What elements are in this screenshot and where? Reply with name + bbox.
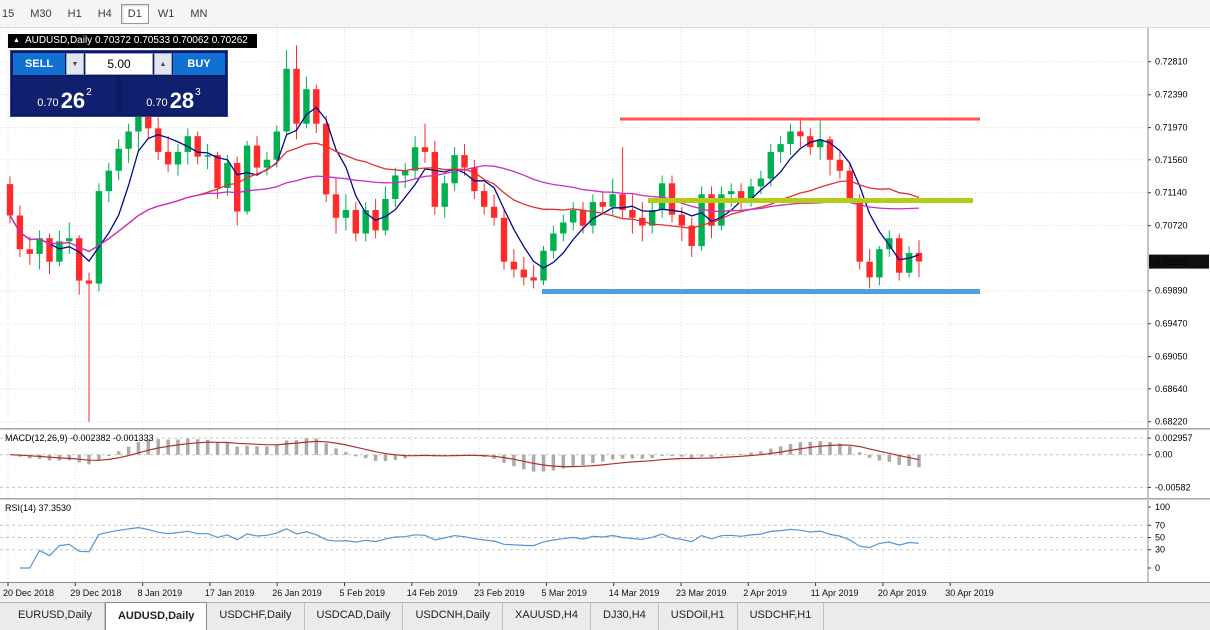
- lot-decrease-button[interactable]: ▼: [66, 53, 84, 75]
- lot-increase-button[interactable]: ▲: [154, 53, 172, 75]
- buy-price-prefix: 0.70: [146, 97, 168, 109]
- chart-tab-xauusd-h4[interactable]: XAUUSD,H4: [503, 603, 591, 630]
- macd-panel-canvas[interactable]: 0.002957 0.00 -0.00582: [0, 430, 1210, 498]
- time-axis-strip: [0, 583, 1210, 602]
- svg-text:8 Jan 2019: 8 Jan 2019: [138, 588, 183, 598]
- timeframe-button-m30[interactable]: M30: [30, 7, 52, 20]
- svg-text:0.72810: 0.72810: [1155, 57, 1188, 67]
- svg-text:20 Dec 2018: 20 Dec 2018: [3, 588, 54, 598]
- current-price-badge: 0.70262: [1149, 254, 1209, 269]
- lot-size-input[interactable]: [85, 53, 153, 75]
- timeframe-button-mn[interactable]: MN: [190, 7, 208, 20]
- rsi-scale: 100 70 50 30 0: [1147, 500, 1170, 582]
- time-axis[interactable]: 20 Dec 2018 29 Dec 2018 8 Jan 2019 17 Jan 2…: [0, 583, 1210, 602]
- timeframe-button-h4[interactable]: H4: [97, 7, 112, 20]
- svg-text:-0.00582: -0.00582: [1155, 482, 1191, 492]
- sell-price-display[interactable]: 0.70 26 2: [13, 77, 116, 114]
- svg-text:50: 50: [1155, 533, 1165, 543]
- timeframe-button-15[interactable]: 15: [2, 7, 15, 20]
- svg-text:0.69890: 0.69890: [1155, 286, 1188, 296]
- svg-text:23 Feb 2019: 23 Feb 2019: [474, 588, 525, 598]
- svg-text:30 Apr 2019: 30 Apr 2019: [945, 588, 994, 598]
- svg-text:0.70262: 0.70262: [1155, 257, 1188, 267]
- timeframe-button-h1[interactable]: H1: [67, 7, 82, 20]
- sell-price-sup: 2: [86, 87, 92, 98]
- chart-tab-usdchf-daily[interactable]: USDCHF,Daily: [207, 603, 305, 630]
- svg-text:5 Feb 2019: 5 Feb 2019: [340, 588, 386, 598]
- main-chart-canvas[interactable]: 0.72810 0.72390 0.71970 0.71560 0.71140 0.707…: [0, 28, 1210, 428]
- svg-text:0.00: 0.00: [1155, 450, 1173, 460]
- svg-text:0.72390: 0.72390: [1155, 90, 1188, 100]
- svg-text:100: 100: [1155, 502, 1170, 512]
- svg-text:0.69050: 0.69050: [1155, 352, 1188, 362]
- buy-price-display[interactable]: 0.70 28 3: [122, 77, 225, 114]
- candlestick-series: [6, 45, 923, 422]
- macd-scale: 0.002957 0.00 -0.00582: [1147, 430, 1193, 498]
- chart-tab-usdchf-h1[interactable]: USDCHF,H1: [738, 603, 825, 630]
- svg-text:14 Feb 2019: 14 Feb 2019: [407, 588, 458, 598]
- chart-tab-bar: EURUSD,Daily AUDUSD,Daily USDCHF,Daily USDC…: [0, 602, 1210, 630]
- sell-button[interactable]: SELL: [13, 53, 65, 75]
- svg-text:0.68220: 0.68220: [1155, 417, 1188, 427]
- chart-title-text: AUDUSD,Daily 0.70372 0.70533 0.70062 0.7…: [24, 35, 248, 46]
- sell-price-big: 26: [60, 88, 86, 113]
- rsi-grid: [0, 500, 1148, 582]
- svg-text:0.002957: 0.002957: [1155, 433, 1193, 443]
- svg-text:5 Mar 2019: 5 Mar 2019: [541, 588, 587, 598]
- svg-text:0.69470: 0.69470: [1155, 319, 1188, 329]
- macd-splitter[interactable]: [0, 428, 1210, 430]
- svg-text:17 Jan 2019: 17 Jan 2019: [205, 588, 255, 598]
- buy-price-sup: 3: [195, 87, 201, 98]
- svg-text:0.71560: 0.71560: [1155, 155, 1188, 165]
- chart-tab-usdoil-h1[interactable]: USDOil,H1: [659, 603, 738, 630]
- chart-tab-usdcad-daily[interactable]: USDCAD,Daily: [305, 603, 404, 630]
- macd-signal-line: [9, 440, 920, 468]
- price-scale[interactable]: 0.72810 0.72390 0.71970 0.71560 0.71140 0.707…: [1147, 28, 1209, 428]
- rsi-splitter[interactable]: [0, 498, 1210, 500]
- trend-lines[interactable]: [542, 117, 980, 294]
- svg-text:29 Dec 2018: 29 Dec 2018: [70, 588, 121, 598]
- svg-text:23 Mar 2019: 23 Mar 2019: [676, 588, 727, 598]
- svg-text:0: 0: [1155, 563, 1160, 573]
- axis-border: [0, 582, 1210, 583]
- chart-tab-audusd-daily[interactable]: AUDUSD,Daily: [104, 602, 208, 630]
- rsi-label: RSI(14) 37.3530: [5, 503, 72, 513]
- chart-tab-eurusd-daily[interactable]: EURUSD,Daily: [6, 603, 105, 630]
- svg-text:26 Jan 2019: 26 Jan 2019: [272, 588, 322, 598]
- rsi-line: [19, 526, 920, 569]
- svg-text:70: 70: [1155, 520, 1165, 530]
- timeframe-button-d1[interactable]: D1: [120, 3, 149, 24]
- svg-text:11 Apr 2019: 11 Apr 2019: [811, 588, 859, 598]
- sell-price-prefix: 0.70: [37, 97, 59, 109]
- timeframe-button-w1[interactable]: W1: [157, 7, 175, 20]
- macd-label: MACD(12,26,9) -0.002382 -0.001333: [5, 433, 154, 443]
- svg-text:14 Mar 2019: 14 Mar 2019: [609, 588, 660, 598]
- chart-window-title: ▲ AUDUSD,Daily 0.70372 0.70533 0.70062 0…: [8, 34, 257, 48]
- svg-text:0.68640: 0.68640: [1155, 384, 1188, 394]
- buy-button[interactable]: BUY: [173, 53, 225, 75]
- svg-text:20 Apr 2019: 20 Apr 2019: [878, 588, 927, 598]
- rsi-panel-canvas[interactable]: 100 70 50 30 0: [0, 500, 1210, 582]
- svg-text:2 Apr 2019: 2 Apr 2019: [743, 588, 787, 598]
- moving-average-lines: [9, 106, 920, 269]
- svg-text:0.71140: 0.71140: [1155, 188, 1187, 198]
- chart-tab-dj30-h4[interactable]: DJ30,H4: [591, 603, 659, 630]
- svg-text:0.70720: 0.70720: [1155, 221, 1188, 231]
- buy-price-big: 28: [169, 88, 195, 113]
- collapse-triangle-icon[interactable]: ▲: [13, 36, 20, 44]
- svg-text:30: 30: [1155, 545, 1165, 555]
- chart-tab-usdcnh-daily[interactable]: USDCNH,Daily: [403, 603, 504, 630]
- svg-text:0.71970: 0.71970: [1155, 123, 1188, 133]
- timeframe-toolbar: 15 M30 H1 H4 D1 W1 MN: [0, 0, 1210, 28]
